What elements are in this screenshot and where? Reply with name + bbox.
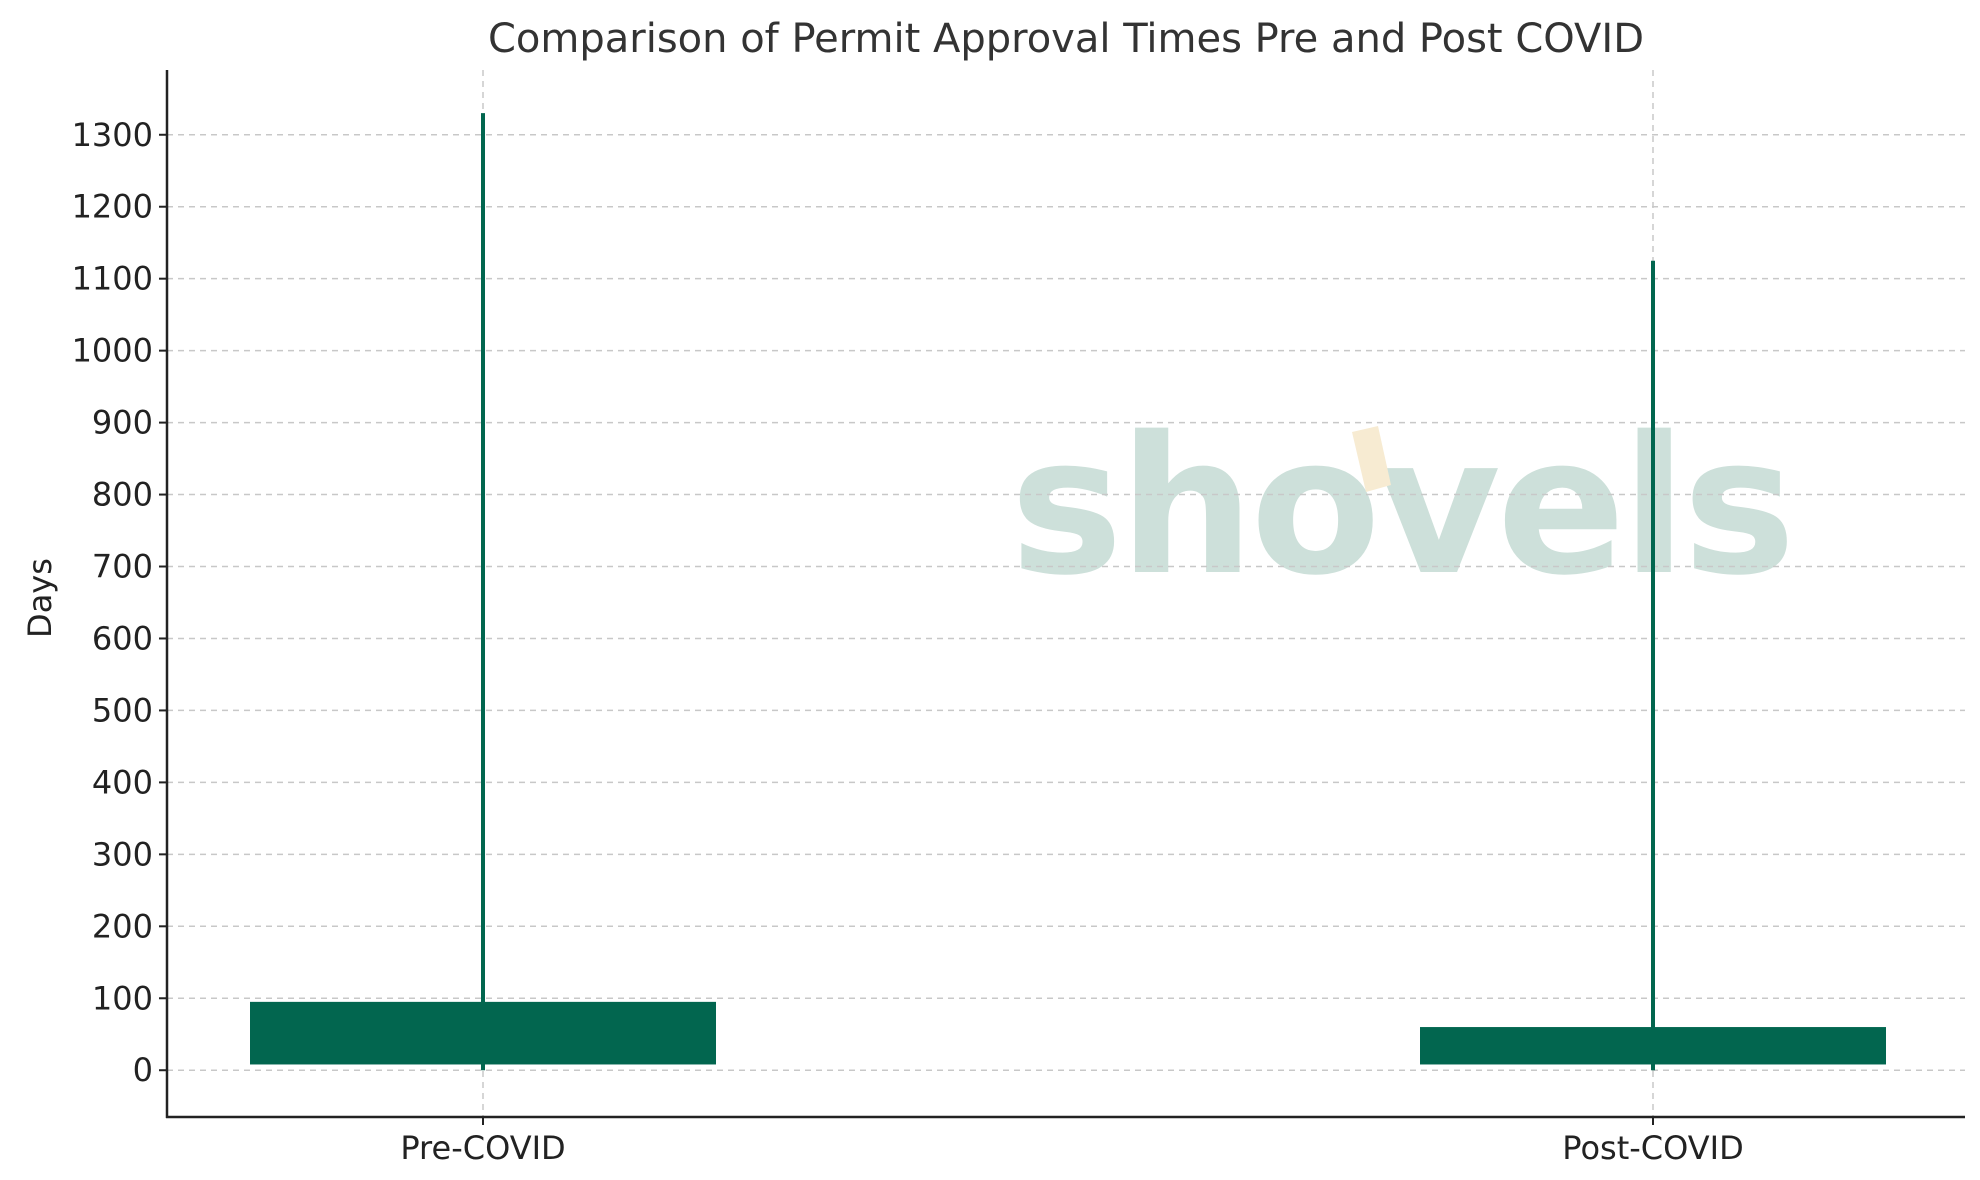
y-tick-label: 900 — [92, 404, 153, 442]
y-tick-label: 500 — [92, 691, 153, 729]
y-tick-label: 1300 — [72, 116, 153, 154]
y-tick-label: 800 — [92, 476, 153, 514]
x-ticks: Pre-COVID Post-COVID — [400, 1117, 1744, 1167]
y-tick-label: 700 — [92, 548, 153, 586]
y-tick-label: 1200 — [72, 188, 153, 226]
bars — [250, 1001, 1886, 1065]
y-tick-label: 400 — [92, 763, 153, 801]
axes — [165, 70, 1965, 1119]
y-tick-label: 100 — [92, 979, 153, 1017]
y-tick-label: 600 — [92, 619, 153, 657]
y-tick-label: 1100 — [72, 260, 153, 298]
watermark-logo-text: shovels — [1010, 396, 1792, 617]
labels: Comparison of Permit Approval Times Pre … — [21, 16, 1644, 638]
whiskers — [481, 113, 1655, 1071]
y-axis-label: Days — [21, 558, 59, 638]
y-ticks: 0 100 200 300 400 500 600 700 800 900 1000 1100 1200… — [72, 116, 167, 1089]
y-tick-label: 300 — [92, 835, 153, 873]
watermark: shovels — [1010, 396, 1796, 617]
chart-title: Comparison of Permit Approval Times Pre … — [488, 16, 1644, 62]
x-tick-label: Post-COVID — [1562, 1129, 1743, 1167]
y-tick-label: 200 — [92, 907, 153, 945]
x-tick-label: Pre-COVID — [400, 1129, 565, 1167]
y-tick-label: 1000 — [72, 332, 153, 370]
y-tick-label: 0 — [133, 1051, 153, 1089]
watermark-accent-mark — [1352, 426, 1391, 492]
